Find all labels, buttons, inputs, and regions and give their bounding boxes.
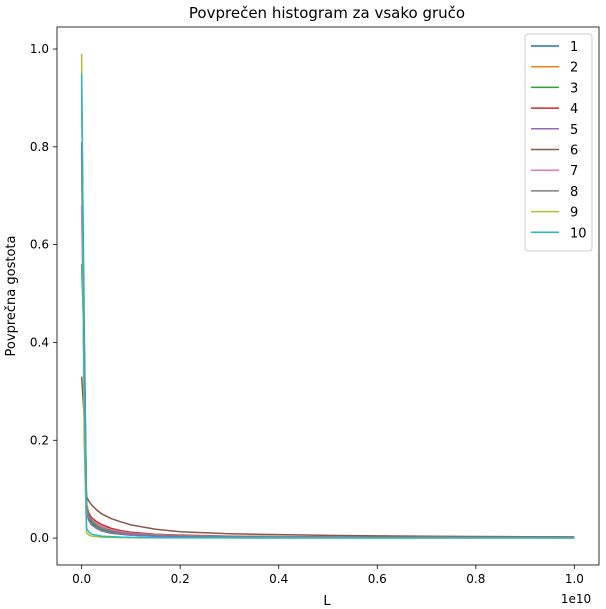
x-tick-label: 0.2 <box>171 572 190 586</box>
x-tick-label: 1.0 <box>565 572 584 586</box>
legend-entry-3: 3 <box>570 81 578 96</box>
legend-entry-2: 2 <box>570 61 578 76</box>
y-axis-label: Povprečna gostota <box>4 236 19 357</box>
plot-frame <box>56 26 600 566</box>
x-axis-offset-label: 1e10 <box>561 592 591 606</box>
series-line-6 <box>80 376 575 538</box>
chart-title: Povprečen histogram za vsako gručo <box>189 4 465 22</box>
x-tick-label: 0.0 <box>72 572 91 586</box>
legend: 1 2 3 4 5 6 7 8 9 10 <box>524 33 593 252</box>
legend-entry-5: 5 <box>570 123 578 138</box>
legend-entry-9: 9 <box>570 206 578 221</box>
plot-area <box>80 53 575 539</box>
legend-entry-4: 4 <box>570 102 578 117</box>
legend-entry-7: 7 <box>570 164 578 179</box>
y-tick-label: 0.2 <box>30 433 49 447</box>
series-lines <box>80 53 575 539</box>
y-tick-label: 0.0 <box>30 531 49 545</box>
legend-entry-10: 10 <box>570 226 587 241</box>
y-tick-label: 0.6 <box>30 238 49 252</box>
series-line-10 <box>80 73 575 539</box>
x-tick-label: 0.4 <box>269 572 288 586</box>
axes: 0.0 0.2 0.4 0.6 0.8 1.0 0.0 0.2 0.4 0.6 0.8 1.0 <box>30 26 600 586</box>
y-tick-label: 0.4 <box>30 335 49 349</box>
y-tick-label: 1.0 <box>30 42 49 56</box>
legend-box <box>524 33 593 252</box>
x-tick-label: 0.6 <box>368 572 387 586</box>
legend-entry-6: 6 <box>570 144 578 159</box>
x-tick-label: 0.8 <box>466 572 485 586</box>
x-axis-label: L <box>323 594 331 609</box>
legend-entry-1: 1 <box>570 40 578 55</box>
y-tick-label: 0.8 <box>30 140 49 154</box>
legend-entry-8: 8 <box>570 185 578 200</box>
